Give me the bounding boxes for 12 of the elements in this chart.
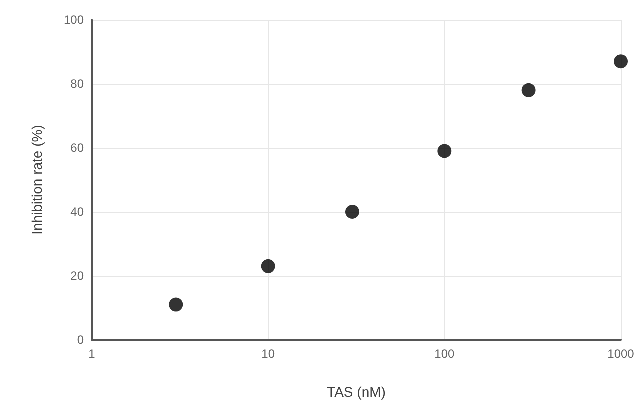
- x-tick-label: 1: [88, 347, 96, 361]
- x-tick-label: 1000: [608, 347, 635, 361]
- x-tick-label: 100: [434, 347, 455, 361]
- y-tick-label: 60: [70, 141, 84, 155]
- y-tick-label: 40: [70, 205, 84, 219]
- y-axis-title: Inhibition rate (%): [29, 125, 45, 235]
- x-axis-title: TAS (nM): [327, 384, 386, 400]
- y-tick-label: 20: [70, 269, 84, 283]
- x-tick-label: 10: [262, 347, 276, 361]
- y-tick-label: 0: [77, 333, 84, 347]
- y-tick-label: 100: [64, 13, 84, 27]
- y-tick-label: 80: [70, 77, 84, 91]
